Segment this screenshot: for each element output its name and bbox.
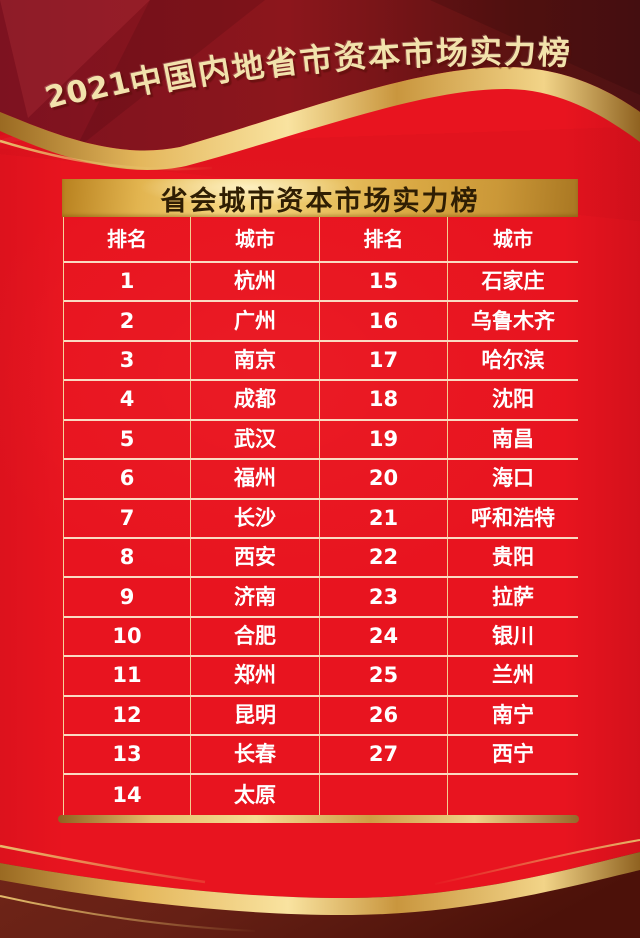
rank-cell-right: 24 (319, 617, 447, 656)
city-cell-left: 济南 (190, 578, 319, 616)
table-row: 1 杭州 15 石家庄 (64, 263, 578, 303)
rank-cell-left: 10 (112, 624, 142, 648)
rank-cell-left: 13 (112, 742, 142, 767)
rank-cell-left: 12 (112, 702, 142, 727)
rank-cell-right: 23 (319, 578, 447, 616)
table-bottom-bar (58, 815, 579, 823)
rank-cell-right: 27 (319, 736, 447, 774)
table-row: 10 合肥 24 银川 (64, 617, 578, 658)
rank-cell-left: 6 (119, 466, 135, 491)
city-cell-left: 广州 (190, 302, 319, 340)
rank-cell-right: 26 (319, 696, 447, 735)
rank-cell-right (319, 775, 447, 815)
column-header-city-right: 城市 (447, 217, 578, 261)
city-cell-left: 郑州 (190, 657, 319, 695)
table-row: 13 长春 27 西宁 (64, 736, 578, 776)
city-cell-left: 武汉 (190, 420, 319, 459)
rank-cell-left: 4 (119, 387, 135, 412)
rank-cell-right: 16 (319, 302, 447, 340)
rank-cell-left: 3 (119, 348, 135, 373)
table-row: 4 成都 18 沈阳 (64, 381, 578, 421)
rank-cell-right: 22 (319, 538, 447, 577)
bottom-gold-swoosh (0, 839, 640, 938)
rank-cell-right: 15 (319, 263, 447, 301)
city-cell-left: 长春 (190, 736, 319, 774)
table-row: 7 长沙 21 呼和浩特 (64, 499, 578, 539)
city-cell-right: 石家庄 (447, 263, 578, 301)
rank-cell-left: 1 (119, 269, 135, 294)
table-row: 8 西安 22 贵阳 (64, 538, 578, 579)
column-header-rank-left: 排名 (107, 227, 147, 251)
city-cell-right: 银川 (447, 617, 578, 656)
table-row: 9 济南 23 拉萨 (64, 578, 578, 618)
rank-cell-left: 7 (119, 505, 135, 530)
rank-cell-right: 21 (319, 499, 447, 537)
city-cell-right: 沈阳 (447, 381, 578, 419)
banner: 省会城市资本市场实力榜 (62, 179, 578, 217)
rank-cell-left: 14 (112, 782, 142, 807)
table-row: 12 昆明 26 南宁 (64, 696, 578, 737)
city-cell-right: 呼和浩特 (447, 499, 578, 537)
table-row: 14 太原 (64, 775, 578, 815)
city-cell-left: 太原 (190, 775, 319, 815)
city-cell-right: 海口 (447, 460, 578, 498)
city-cell-right: 乌鲁木齐 (447, 302, 578, 340)
city-cell-left: 杭州 (190, 263, 319, 301)
city-cell-left: 长沙 (190, 499, 319, 537)
city-cell-left: 福州 (190, 460, 319, 498)
rank-cell-left: 8 (119, 545, 135, 570)
city-cell-left: 昆明 (190, 696, 319, 735)
ranking-table: 排名 城市 排名 城市 1 杭州 15 石家庄 2 广州 16 乌鲁木齐 3 南京 17 哈尔滨 4 成都… (63, 217, 578, 815)
table-row: 2 广州 16 乌鲁木齐 (64, 302, 578, 342)
city-cell-right: 贵阳 (447, 538, 578, 577)
rank-cell-right: 18 (319, 381, 447, 419)
city-cell-right (447, 775, 578, 815)
city-cell-right: 南宁 (447, 696, 578, 735)
rank-cell-right: 25 (319, 657, 447, 695)
table-header-row: 排名 城市 排名 城市 (64, 217, 578, 263)
city-cell-right: 西宁 (447, 736, 578, 774)
city-cell-left: 合肥 (190, 617, 319, 656)
city-cell-left: 成都 (190, 381, 319, 419)
city-cell-right: 哈尔滨 (447, 341, 578, 380)
rank-cell-right: 20 (319, 460, 447, 498)
city-cell-right: 兰州 (447, 657, 578, 695)
city-cell-left: 南京 (190, 341, 319, 380)
table-row: 3 南京 17 哈尔滨 (64, 341, 578, 382)
rank-cell-left: 9 (119, 584, 135, 609)
rank-cell-right: 17 (319, 341, 447, 380)
table-body: 1 杭州 15 石家庄 2 广州 16 乌鲁木齐 3 南京 17 哈尔滨 4 成都 18 沈阳 5 武汉 19 南昌 6… (64, 263, 578, 815)
table-row: 5 武汉 19 南昌 (64, 420, 578, 461)
column-header-rank-right: 排名 (319, 217, 447, 261)
city-cell-right: 拉萨 (447, 578, 578, 616)
rank-cell-left: 5 (119, 426, 135, 451)
table-row: 11 郑州 25 兰州 (64, 657, 578, 697)
city-cell-left: 西安 (190, 538, 319, 577)
rank-cell-left: 2 (119, 308, 135, 333)
rank-cell-left: 11 (112, 663, 142, 688)
city-cell-right: 南昌 (447, 420, 578, 459)
table-row: 6 福州 20 海口 (64, 460, 578, 500)
column-header-city-left: 城市 (190, 217, 319, 261)
top-gold-swoosh (0, 0, 640, 171)
banner-title: 省会城市资本市场实力榜 (160, 185, 480, 217)
rank-cell-right: 19 (319, 420, 447, 459)
